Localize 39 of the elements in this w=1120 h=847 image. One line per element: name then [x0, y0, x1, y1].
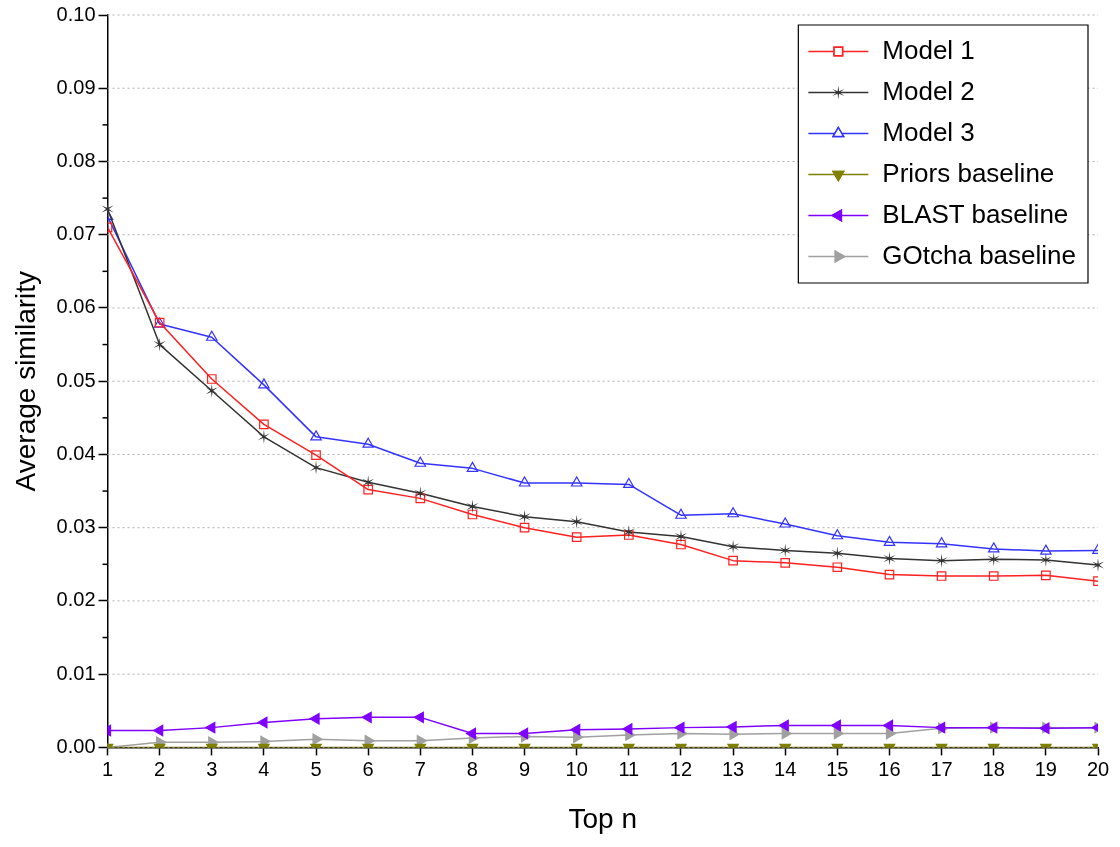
x-tick-label: 18: [982, 757, 1005, 780]
legend-label: Model 2: [882, 75, 975, 106]
y-tick-label: 0.04: [56, 441, 96, 464]
x-tick-label: 9: [519, 757, 531, 780]
y-tick-label: 0.10: [56, 2, 96, 25]
x-tick-label: 10: [565, 757, 588, 780]
x-tick-label: 20: [1086, 757, 1110, 780]
legend-label: GOtcha baseline: [882, 239, 1076, 270]
y-axis-title: Average similarity: [9, 270, 41, 492]
y-tick-label: 0.06: [56, 295, 96, 318]
x-tick-label: 7: [414, 757, 426, 780]
y-tick-label: 0.09: [56, 75, 96, 98]
legend-label: Model 1: [882, 34, 975, 65]
y-tick-label: 0.00: [56, 734, 96, 757]
x-tick-label: 2: [154, 757, 166, 780]
y-tick-label: 0.08: [56, 149, 96, 171]
x-axis-title: Top n: [568, 802, 638, 834]
x-tick-label: 15: [826, 757, 849, 780]
x-tick-label: 13: [721, 757, 745, 780]
legend-label: Model 3: [882, 116, 975, 147]
y-tick-label: 0.03: [56, 515, 96, 538]
y-tick-label: 0.01: [56, 661, 96, 684]
x-tick-label: 17: [930, 757, 953, 780]
legend-label: BLAST baseline: [882, 198, 1069, 229]
x-tick-label: 12: [669, 757, 693, 780]
x-tick-label: 5: [310, 757, 322, 780]
y-tick-label: 0.02: [56, 588, 96, 611]
x-tick-label: 6: [362, 757, 374, 780]
x-tick-label: 4: [258, 757, 270, 780]
y-tick-label: 0.07: [56, 222, 96, 245]
x-tick-label: 3: [206, 757, 218, 780]
x-tick-label: 14: [774, 757, 797, 780]
x-tick-label: 16: [878, 757, 901, 780]
x-tick-label: 19: [1034, 757, 1057, 780]
x-tick-label: 1: [101, 757, 114, 780]
x-tick-label: 8: [466, 757, 478, 780]
legend-label: Priors baseline: [882, 157, 1055, 188]
y-tick-label: 0.05: [56, 368, 96, 391]
x-tick-label: 11: [618, 757, 640, 780]
